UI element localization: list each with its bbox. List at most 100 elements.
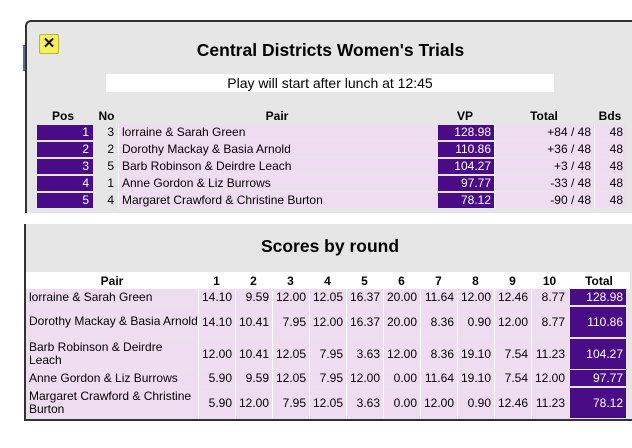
pair-name[interactable]: Margaret Crawford & Christine Burton	[26, 387, 198, 419]
vp-score: 78.12	[438, 192, 494, 208]
vp-score: 110.86	[438, 141, 494, 157]
round-score: 9.59	[235, 289, 272, 306]
round-score: 12.00	[457, 289, 494, 306]
round-score: 12.00	[198, 338, 235, 370]
round-score: 8.77	[531, 289, 568, 306]
round-score: 20.00	[383, 306, 420, 338]
round-score: 10.41	[235, 338, 272, 370]
pair-number: 5	[95, 158, 118, 175]
col-header-pair: Pair	[26, 272, 198, 289]
col-header-round: 1	[198, 272, 235, 289]
round-score: 12.00	[235, 387, 272, 419]
close-icon[interactable]: ✕	[39, 34, 59, 54]
round-score: 20.00	[383, 289, 420, 306]
round-score: 12.05	[309, 387, 346, 419]
position-badge: 3	[37, 158, 93, 174]
table-row[interactable]: Barb Robinson & Deirdre Leach 12.00 10.4…	[26, 338, 630, 370]
pair-name[interactable]: Dorothy Mackay & Basia Arnold	[118, 141, 436, 158]
round-score: 8.77	[531, 306, 568, 338]
round-score: 11.23	[531, 338, 568, 370]
scores-header-row: Pair 1 2 3 4 5 6 7 8 9 10 Total	[26, 272, 630, 289]
round-score: 12.46	[494, 289, 531, 306]
col-header-total: Total	[568, 272, 630, 289]
table-row[interactable]: 5 4 Margaret Crawford & Christine Burton…	[31, 192, 626, 209]
boards-count: 48	[594, 141, 626, 158]
round-score: 12.00	[309, 306, 346, 338]
pair-name[interactable]: lorraine & Sarah Green	[26, 289, 198, 306]
col-header-pos: Pos	[51, 109, 74, 123]
pair-name[interactable]: lorraine & Sarah Green	[118, 124, 436, 141]
round-score: 12.46	[494, 387, 531, 419]
round-score: 14.10	[198, 306, 235, 338]
pair-number: 2	[95, 141, 118, 158]
round-score: 16.37	[346, 289, 383, 306]
round-score: 19.10	[457, 370, 494, 387]
vp-score: 128.98	[438, 124, 494, 140]
total-score: +3 / 48	[494, 158, 594, 175]
position-badge: 2	[37, 141, 93, 157]
total-vp: 110.86	[570, 306, 626, 337]
table-row[interactable]: Margaret Crawford & Christine Burton 5.9…	[26, 387, 630, 419]
col-header-vp: VP	[456, 109, 473, 123]
round-score: 12.00	[272, 289, 309, 306]
round-score: 0.90	[457, 306, 494, 338]
table-row[interactable]: Anne Gordon & Liz Burrows 5.90 9.59 12.0…	[26, 370, 630, 387]
round-score: 12.00	[531, 370, 568, 387]
round-score: 7.54	[494, 338, 531, 370]
total-vp: 128.98	[570, 289, 626, 305]
table-row[interactable]: 1 3 lorraine & Sarah Green 128.98 +84 / …	[31, 124, 626, 141]
col-header-round: 9	[494, 272, 531, 289]
table-row[interactable]: 3 5 Barb Robinson & Deirdre Leach 104.27…	[31, 158, 626, 175]
pair-name[interactable]: Anne Gordon & Liz Burrows	[118, 175, 436, 192]
position-badge: 1	[37, 124, 93, 140]
window-edge-strip	[23, 45, 26, 71]
total-score: +36 / 48	[494, 141, 594, 158]
pair-number: 4	[95, 192, 118, 209]
pair-name[interactable]: Dorothy Mackay & Basia Arnold	[26, 306, 198, 338]
scores-panel: Scores by round Pair 1 2 3 4 5 6 7 8 9 1…	[24, 224, 632, 421]
total-score: -33 / 48	[494, 175, 594, 192]
table-row[interactable]: 2 2 Dorothy Mackay & Basia Arnold 110.86…	[31, 141, 626, 158]
round-score: 16.37	[346, 306, 383, 338]
total-vp: 97.77	[570, 370, 626, 386]
pair-name[interactable]: Barb Robinson & Deirdre Leach	[26, 338, 198, 370]
boards-count: 48	[594, 175, 626, 192]
col-header-round: 5	[346, 272, 383, 289]
round-score: 14.10	[198, 289, 235, 306]
scores-title: Scores by round	[260, 236, 400, 256]
col-header-round: 3	[272, 272, 309, 289]
pair-name[interactable]: Margaret Crawford & Christine Burton	[118, 192, 436, 209]
table-row[interactable]: lorraine & Sarah Green 14.10 9.59 12.00 …	[26, 289, 630, 306]
event-title: Central Districts Women's Trials	[196, 40, 465, 60]
round-score: 7.95	[272, 306, 309, 338]
round-score: 12.00	[494, 306, 531, 338]
rankings-panel: ✕ Central Districts Women's Trials Play …	[25, 20, 632, 213]
round-score: 12.05	[272, 370, 309, 387]
col-header-pair: Pair	[265, 109, 289, 123]
round-score: 5.90	[198, 370, 235, 387]
pair-number: 3	[95, 124, 118, 141]
total-score: +84 / 48	[494, 124, 594, 141]
scores-table: Pair 1 2 3 4 5 6 7 8 9 10 Total lorraine…	[26, 272, 630, 419]
round-score: 11.64	[420, 289, 457, 306]
total-vp: 78.12	[570, 387, 626, 418]
col-header-round: 10	[531, 272, 568, 289]
col-header-round: 8	[457, 272, 494, 289]
pair-name[interactable]: Anne Gordon & Liz Burrows	[26, 370, 198, 387]
table-row[interactable]: Dorothy Mackay & Basia Arnold 14.10 10.4…	[26, 306, 630, 338]
round-score: 7.95	[272, 387, 309, 419]
total-score: -90 / 48	[494, 192, 594, 209]
round-score: 0.90	[457, 387, 494, 419]
notice-banner: Play will start after lunch at 12:45	[106, 74, 554, 92]
table-row[interactable]: 4 1 Anne Gordon & Liz Burrows 97.77 -33 …	[31, 175, 626, 192]
pair-number: 1	[95, 175, 118, 192]
vp-score: 104.27	[438, 158, 494, 174]
total-vp: 104.27	[570, 338, 626, 369]
col-header-bds: Bds	[598, 109, 622, 123]
round-score: 8.36	[420, 306, 457, 338]
round-score: 11.64	[420, 370, 457, 387]
boards-count: 48	[594, 192, 626, 209]
pair-name[interactable]: Barb Robinson & Deirdre Leach	[118, 158, 436, 175]
round-score: 11.23	[531, 387, 568, 419]
round-score: 10.41	[235, 306, 272, 338]
